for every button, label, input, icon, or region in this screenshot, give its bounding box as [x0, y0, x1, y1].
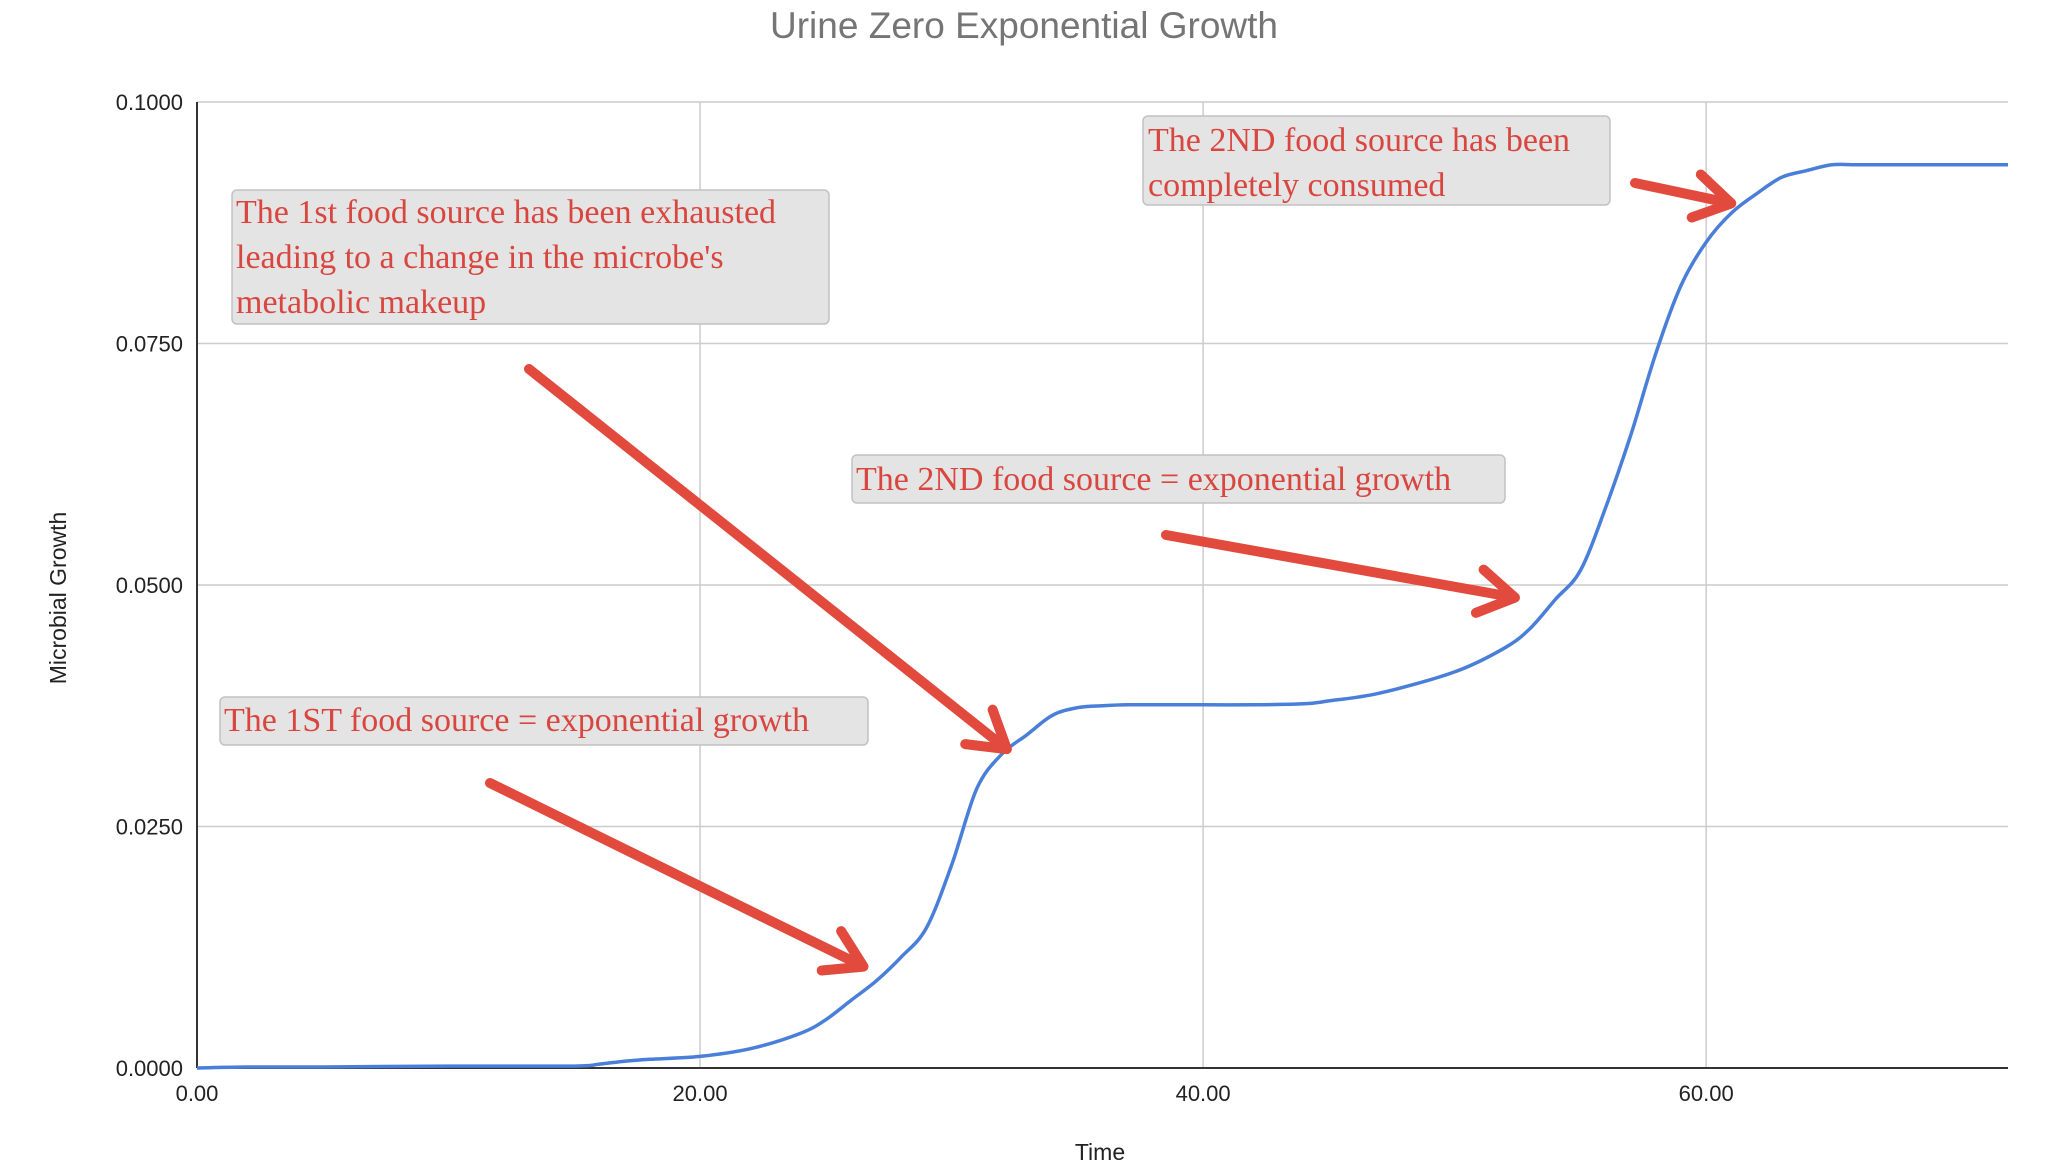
annotation-arrow-shaft [524, 364, 1008, 751]
y-tick-label: 0.0750 [116, 332, 183, 357]
y-tick-label: 0.1000 [116, 90, 183, 115]
annotation-arrow-head [1470, 564, 1520, 618]
chart-title: Urine Zero Exponential Growth [770, 5, 1278, 46]
gridlines [196, 101, 2008, 1069]
annotation-arrow-shaft [1161, 530, 1515, 602]
annotation-text: metabolic makeup [236, 284, 486, 321]
x-tick-label: 0.00 [176, 1081, 219, 1106]
annotation-box [851, 454, 1506, 504]
y-axis-label: Microbial Growth [45, 512, 71, 685]
annotation-arrow-head [960, 704, 1012, 755]
x-tick-label: 60.00 [1679, 1081, 1734, 1106]
annotation-arrow-head [816, 926, 869, 976]
annotation-text: The 1ST food source = exponential growth [224, 702, 809, 739]
tick-labels: 0.00 20.00 40.00 60.00 0.0000 0.0250 0.0500 0.0… [116, 90, 1734, 1106]
x-tick-label: 40.00 [1176, 1081, 1231, 1106]
annotation-text: completely consumed [1148, 167, 1445, 204]
y-tick-label: 0.0500 [116, 573, 183, 598]
x-tick-label: 20.00 [673, 1081, 728, 1106]
annotation-arrow-shaft [1630, 178, 1731, 208]
annotation-3: The 2ND food source = exponential growth [851, 454, 1520, 618]
y-tick-label: 0.0250 [116, 815, 183, 840]
annotation-1: The 1st food source has been exhausted le… [231, 189, 1012, 755]
y-tick-label: 0.0000 [116, 1056, 183, 1081]
annotation-box [1142, 115, 1611, 206]
annotation-arrow-shaft [485, 778, 864, 969]
annotation-box [231, 189, 830, 325]
series-line [196, 162, 2008, 1070]
annotation-text: The 2ND food source has been [1148, 122, 1570, 159]
annotation-4: The 1ST food source = exponential growth [219, 696, 869, 976]
annotation-box [219, 696, 869, 746]
x-axis-label: Time [1075, 1139, 1125, 1165]
annotations: The 1st food source has been exhausted le… [219, 115, 1737, 976]
annotation-text: leading to a change in the microbe's [236, 239, 724, 276]
annotation-text: The 2ND food source = exponential growth [856, 461, 1451, 498]
annotation-arrow-head [1686, 169, 1737, 223]
annotation-text: The 1st food source has been exhausted [236, 194, 776, 231]
annotation-2: The 2ND food source has been completely c… [1142, 115, 1737, 223]
